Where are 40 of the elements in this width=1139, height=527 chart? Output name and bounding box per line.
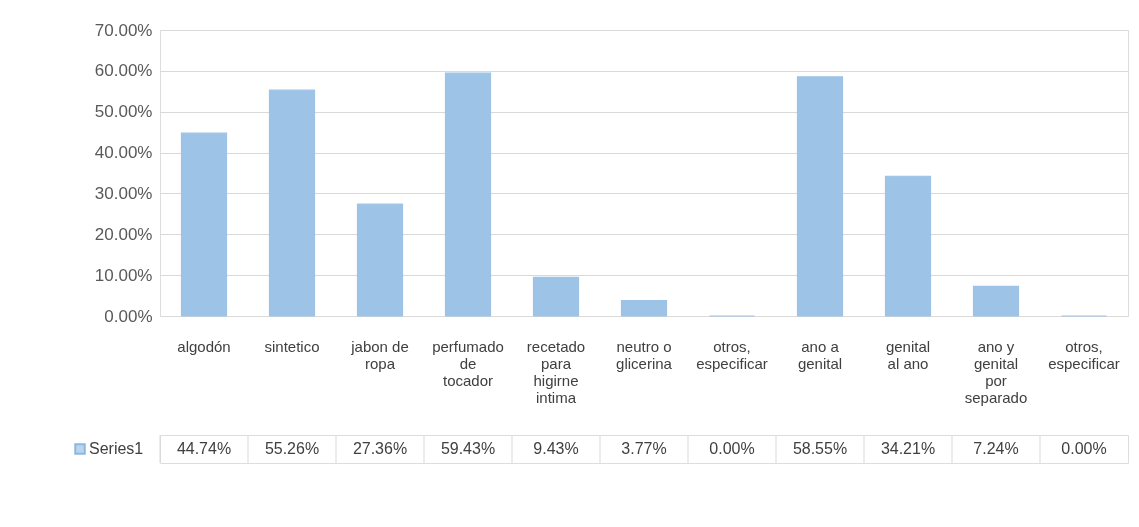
bar — [972, 285, 1020, 317]
data-label: 7.24% — [973, 440, 1019, 457]
x-tick-label: otros, especificar — [1048, 337, 1120, 372]
bar — [796, 76, 844, 317]
data-label: 27.36% — [352, 440, 408, 457]
y-tick-label: 40.00% — [94, 143, 153, 163]
data-label: 59.43% — [440, 440, 496, 457]
x-tick-label: algodón — [177, 337, 231, 355]
x-tick-label: neutro o glicerina — [616, 337, 673, 372]
legend-label: Series1 — [89, 440, 144, 457]
data-label: 3.77% — [621, 440, 667, 457]
bar — [444, 72, 492, 317]
x-tick-label: otros, especificar — [696, 337, 768, 372]
bar — [356, 203, 404, 317]
data-label: 0.00% — [1061, 440, 1107, 457]
bar — [884, 175, 932, 317]
data-label: 58.55% — [792, 440, 848, 457]
data-label: 0.00% — [709, 440, 755, 457]
bar — [620, 300, 668, 317]
y-tick-label: 70.00% — [94, 20, 153, 40]
data-label: 44.74% — [176, 440, 232, 457]
data-label: 55.26% — [264, 440, 320, 457]
y-tick-label: 50.00% — [94, 102, 153, 122]
bar — [532, 276, 580, 317]
y-tick-label: 60.00% — [94, 61, 153, 81]
data-label: 34.21% — [880, 440, 936, 457]
y-tick-label: 10.00% — [94, 265, 153, 285]
data-label: 9.43% — [533, 440, 579, 457]
y-tick-label: 0.00% — [104, 306, 153, 326]
x-tick-label: jabon de ropa — [350, 337, 409, 372]
y-tick-label: 30.00% — [94, 183, 153, 203]
x-tick-label: sintetico — [264, 337, 320, 355]
x-tick-label: genital al ano — [885, 337, 931, 372]
bar — [180, 132, 228, 317]
x-tick-label: recetado para higirne intima — [526, 337, 586, 406]
bar — [268, 89, 316, 317]
x-tick-label: ano y genital por separado — [964, 337, 1028, 406]
y-tick-label: 20.00% — [94, 224, 153, 244]
x-tick-label: perfumado de tocador — [432, 337, 504, 389]
x-tick-label: ano a genital — [797, 337, 843, 372]
